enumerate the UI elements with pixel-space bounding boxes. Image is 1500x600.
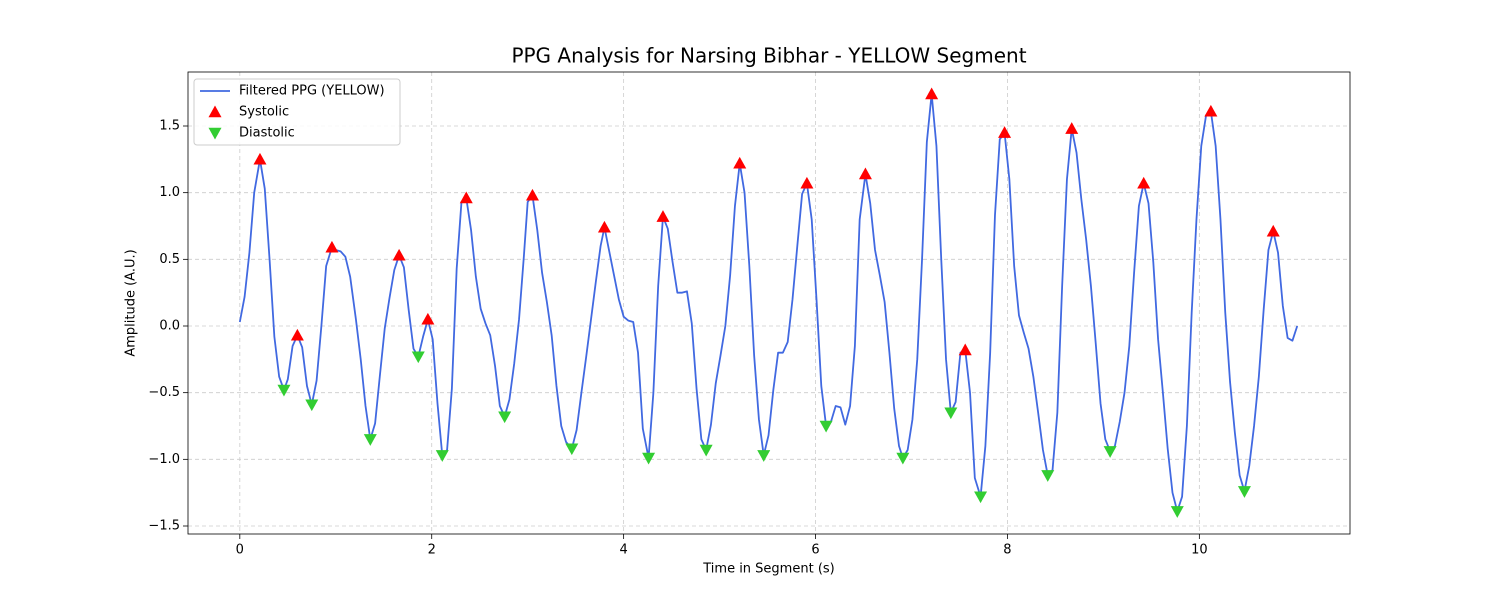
peak-marker xyxy=(290,328,304,341)
peak-marker xyxy=(819,420,833,433)
x-tick-label: 8 xyxy=(1003,543,1011,558)
x-axis-label: Time in Segment (s) xyxy=(702,562,834,577)
peak-marker xyxy=(800,176,814,189)
peak-marker xyxy=(1137,176,1151,189)
peak-marker xyxy=(459,191,473,204)
peak-marker xyxy=(656,210,670,222)
y-tick-label: −1.0 xyxy=(148,452,180,467)
peak-marker xyxy=(597,220,611,233)
peak-marker xyxy=(925,87,939,100)
peak-marker xyxy=(733,156,747,169)
peak-marker xyxy=(1266,224,1280,237)
peak-marker xyxy=(1237,486,1251,498)
peak-marker xyxy=(277,384,291,397)
y-tick-label: 1.0 xyxy=(159,185,180,200)
peak-marker xyxy=(642,452,656,465)
x-tick-label: 6 xyxy=(811,543,819,558)
y-tick-label: 0.0 xyxy=(159,319,180,334)
peak-marker xyxy=(896,452,910,465)
legend-label: Diastolic xyxy=(239,126,295,141)
peak-marker xyxy=(525,188,539,201)
peak-marker xyxy=(325,240,339,253)
peak-marker xyxy=(363,434,377,446)
peak-marker xyxy=(498,411,512,424)
plot-frame xyxy=(187,71,1351,535)
legend-label: Systolic xyxy=(239,105,289,120)
legend-marker xyxy=(208,127,222,140)
peak-marker xyxy=(1041,470,1055,482)
chart-title: PPG Analysis for Narsing Bibhar - YELLOW… xyxy=(511,44,1026,68)
y-tick-label: 0.5 xyxy=(159,252,180,267)
y-axis-label: Amplitude (A.U.) xyxy=(124,249,139,356)
peak-marker xyxy=(253,152,267,165)
peak-marker xyxy=(1065,122,1079,134)
peak-marker xyxy=(305,399,319,412)
peak-marker xyxy=(1103,446,1117,458)
y-tick-label: −0.5 xyxy=(148,385,180,400)
legend-marker xyxy=(208,105,222,118)
x-tick-label: 2 xyxy=(428,543,436,558)
peak-marker xyxy=(974,491,988,504)
peak-marker xyxy=(699,444,713,457)
peak-marker xyxy=(958,343,972,356)
peak-marker xyxy=(1170,506,1184,518)
peak-marker xyxy=(565,443,579,456)
peak-marker xyxy=(858,167,872,180)
peak-marker xyxy=(411,351,425,364)
peak-marker xyxy=(421,312,435,325)
peak-marker xyxy=(392,248,406,261)
peak-marker xyxy=(998,126,1012,138)
legend-box xyxy=(193,78,401,146)
y-tick-label: −1.5 xyxy=(148,519,180,534)
peak-marker xyxy=(757,450,771,462)
x-tick-label: 10 xyxy=(1191,543,1208,558)
x-tick-label: 4 xyxy=(619,543,627,558)
peak-marker xyxy=(435,450,449,462)
peak-marker xyxy=(1204,104,1218,117)
legend-label: Filtered PPG (YELLOW) xyxy=(239,84,385,99)
y-tick-label: 1.5 xyxy=(159,119,180,134)
peak-marker xyxy=(944,407,958,420)
x-tick-label: 0 xyxy=(236,543,244,558)
